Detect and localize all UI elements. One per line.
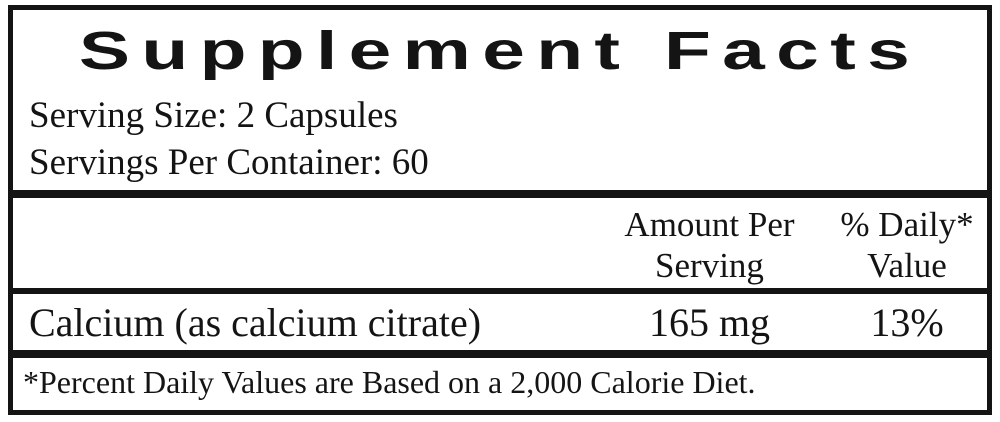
nutrient-amount: 165 mg [648, 299, 771, 345]
page-title: Supplement Facts [78, 21, 922, 81]
footnote-row: *Percent Daily Values are Based on a 2,0… [13, 350, 987, 406]
daily-value-header-line1: % Daily* [840, 205, 974, 244]
servings-per-container-line: Servings Per Container: 60 [29, 142, 429, 183]
label-head-section: Supplement Facts Serving Size: 2 Capsule… [13, 10, 987, 190]
serving-info: Serving Size: 2 Capsules Servings Per Co… [13, 92, 987, 186]
daily-value-header-line2: Value [867, 246, 947, 285]
amount-header-line1: Amount Per [624, 205, 795, 244]
daily-value-header: % Daily* Value [827, 204, 987, 286]
nutrient-name: Calcium (as calcium citrate) [29, 299, 482, 345]
amount-per-serving-header: Amount Per Serving [592, 204, 827, 286]
nutrient-daily-value: 13% [870, 299, 944, 345]
table-header-row: Amount Per Serving % Daily* Value [13, 190, 987, 288]
amount-header-line2: Serving [655, 246, 764, 285]
table-row: Calcium (as calcium citrate) 165 mg 13% [13, 288, 987, 350]
supplement-facts-panel: Supplement Facts Serving Size: 2 Capsule… [8, 5, 992, 415]
serving-size-line: Serving Size: 2 Capsules [29, 95, 398, 136]
footnote-text: *Percent Daily Values are Based on a 2,0… [23, 363, 756, 400]
